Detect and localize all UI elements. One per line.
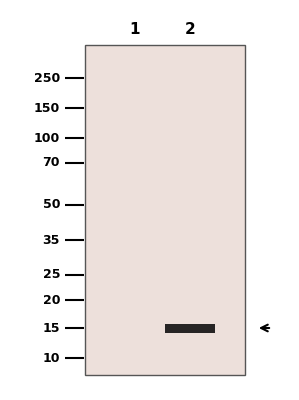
Text: 1: 1 xyxy=(130,22,140,38)
Text: 35: 35 xyxy=(43,234,60,246)
Text: 70: 70 xyxy=(42,156,60,170)
Text: 10: 10 xyxy=(42,352,60,364)
Text: 250: 250 xyxy=(34,72,60,84)
Text: 25: 25 xyxy=(42,268,60,282)
Text: 100: 100 xyxy=(34,132,60,144)
Text: 2: 2 xyxy=(184,22,195,38)
Bar xyxy=(85,45,245,375)
Text: 150: 150 xyxy=(34,102,60,114)
Bar xyxy=(165,324,215,332)
Text: 20: 20 xyxy=(42,294,60,306)
Text: 15: 15 xyxy=(42,322,60,334)
Text: 50: 50 xyxy=(42,198,60,212)
